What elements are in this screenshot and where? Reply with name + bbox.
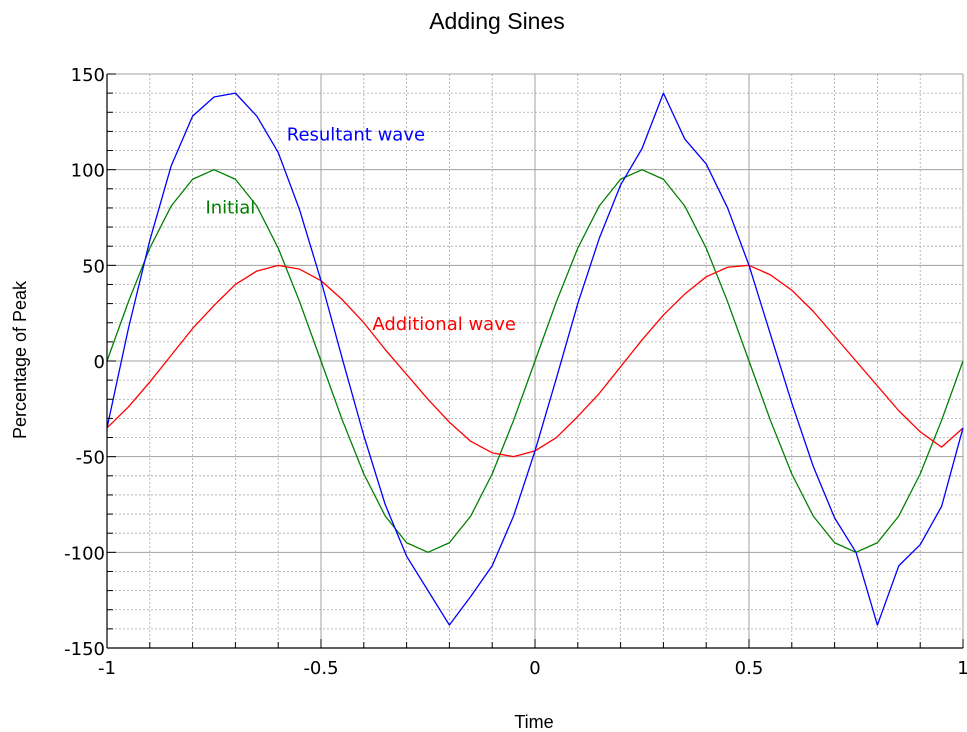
y-tick-label: -50	[76, 448, 105, 469]
series-annotations: Resultant wave Initial Additional wave	[205, 125, 515, 335]
x-tick-label: 0.5	[735, 658, 764, 679]
series-layer	[106, 92, 964, 626]
x-tick-label: -1	[98, 658, 116, 679]
y-tick-label: 50	[82, 256, 105, 277]
y-tick-label: 0	[94, 352, 105, 373]
x-tick-label: 0	[529, 658, 540, 679]
y-tick-label: 100	[71, 161, 105, 182]
annotation-additional-wave: Additional wave	[372, 314, 516, 335]
annotation-initial: Initial	[205, 197, 255, 218]
y-tick-label: -150	[64, 639, 105, 660]
x-tick-label: 1	[957, 658, 967, 679]
y-tick-label: -100	[64, 543, 105, 564]
plot-frame	[106, 73, 964, 649]
y-tick-label: 150	[71, 65, 105, 86]
x-tick-label: -0.5	[303, 658, 338, 679]
y-axis-label: Percentage of Peak	[10, 280, 30, 439]
series-line-initial	[106, 169, 964, 553]
annotation-resultant-wave: Resultant wave	[287, 125, 425, 146]
series-line-resultant-wave	[106, 92, 964, 626]
tick-labels: -1 -0.5 0 0.5 1 150 100 50 0 -50 -100 -150	[64, 65, 967, 679]
chart-title: Adding Sines	[429, 8, 565, 34]
x-axis-label: Time	[514, 712, 553, 732]
